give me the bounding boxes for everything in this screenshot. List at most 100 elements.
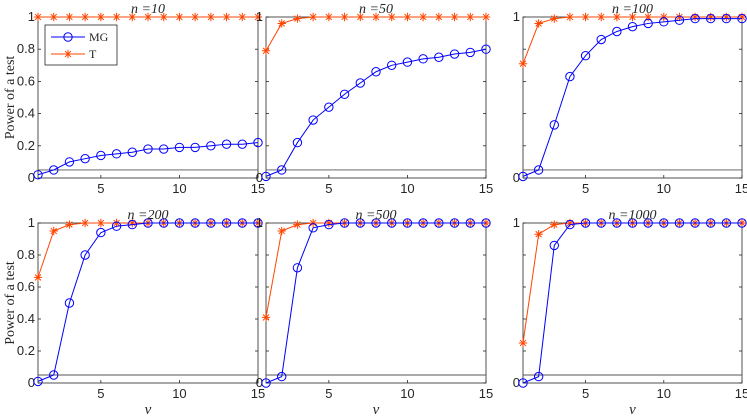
data-point-t: [324, 218, 334, 228]
y-axis-label: Power of a test: [3, 56, 18, 140]
data-point-t: [49, 226, 58, 236]
data-point-mg: [518, 171, 528, 182]
data-point-mg: [261, 378, 271, 388]
y-tick-label: 0.8: [17, 247, 35, 262]
series-line-mg: [522, 222, 742, 384]
y-tick-label: 0: [256, 170, 263, 185]
panel-title: n =1000: [609, 208, 657, 223]
data-point-t: [277, 19, 286, 28]
x-tick-label: 10: [657, 181, 671, 196]
legend-box: [44, 24, 118, 66]
data-point-mg: [533, 165, 544, 175]
data-point-mg: [737, 13, 747, 24]
data-point-t: [481, 12, 491, 22]
y-tick-label: 0.8: [17, 41, 35, 56]
y-tick-label: 0.6: [17, 279, 35, 294]
data-point-t: [308, 12, 318, 22]
data-point-mg: [659, 17, 669, 27]
legend: MG T: [44, 24, 118, 66]
data-point-t: [324, 12, 334, 22]
data-point-mg: [206, 141, 216, 151]
y-tick-label: 0.4: [17, 106, 35, 121]
panel-title: n =10: [131, 2, 165, 17]
data-point-mg: [418, 54, 428, 64]
data-point-mg: [565, 219, 575, 230]
data-point-mg: [355, 218, 365, 228]
y-tick-label: 1: [256, 215, 263, 230]
data-point-mg: [690, 218, 700, 228]
data-point-mg: [465, 218, 475, 228]
data-point-t: [128, 12, 137, 22]
x-tick-label: 5: [97, 386, 104, 401]
data-point-t: [222, 12, 231, 22]
panel-3: 015 10 15n =100: [513, 2, 747, 196]
data-point-mg: [221, 218, 232, 228]
data-point-mg: [292, 263, 303, 273]
legend-marker-circle: [63, 32, 73, 42]
data-point-mg: [721, 13, 732, 24]
data-point-mg: [324, 102, 334, 112]
data-point-mg: [33, 376, 43, 387]
data-point-t: [722, 12, 731, 22]
y-tick-label: 0: [513, 170, 520, 185]
data-point-mg: [221, 139, 232, 149]
data-point-t: [33, 273, 43, 282]
data-point-t: [143, 12, 153, 22]
data-point-t: [581, 12, 590, 22]
data-point-mg: [49, 165, 59, 175]
data-point-t: [96, 12, 106, 22]
y-tick-label: 1: [28, 9, 35, 24]
data-point-mg: [612, 26, 622, 37]
data-point-t: [550, 220, 559, 229]
data-point-t: [643, 12, 653, 22]
x-tick-label: 5: [97, 181, 104, 196]
data-point-mg: [143, 218, 153, 228]
data-point-mg: [533, 371, 544, 382]
y-tick-label: 0: [256, 375, 263, 390]
data-point-t: [65, 220, 74, 229]
data-point-mg: [324, 219, 334, 230]
data-point-t: [628, 12, 637, 22]
data-point-t: [206, 12, 216, 22]
data-point-t: [65, 12, 74, 22]
x-tick-label: 10: [172, 181, 186, 196]
data-point-t: [261, 46, 271, 56]
data-point-mg: [127, 147, 137, 157]
data-point-t: [403, 12, 412, 22]
data-point-t: [737, 12, 747, 22]
data-point-mg: [261, 171, 271, 182]
data-point-t: [190, 12, 200, 22]
data-point-mg: [434, 218, 444, 228]
data-point-mg: [690, 13, 700, 24]
data-point-mg: [371, 67, 381, 77]
x-axis-label: ν: [629, 402, 636, 417]
data-point-mg: [580, 218, 591, 228]
data-point-mg: [33, 170, 43, 180]
data-point-mg: [434, 52, 444, 62]
plot-area: [265, 222, 487, 384]
y-tick-label: 0.6: [17, 73, 35, 88]
data-point-mg: [159, 218, 169, 228]
x-tick-label: 10: [657, 386, 671, 401]
x-tick-label: 10: [400, 386, 414, 401]
data-point-mg: [174, 218, 185, 228]
data-point-mg: [706, 13, 716, 24]
x-tick-label: 15: [479, 386, 493, 401]
data-point-t: [371, 12, 381, 22]
data-point-t: [434, 12, 444, 22]
data-point-t: [565, 12, 575, 22]
y-tick-label: 0.2: [17, 138, 35, 153]
data-point-mg: [80, 153, 90, 164]
data-point-t: [550, 14, 559, 23]
y-tick-label: 1: [28, 215, 35, 230]
data-point-t: [261, 313, 271, 322]
x-tick-label: 10: [400, 181, 414, 196]
data-point-t: [565, 218, 575, 228]
x-tick-label: 15: [479, 181, 493, 196]
data-point-mg: [190, 142, 200, 153]
y-tick-label: 0.4: [17, 311, 35, 326]
data-point-t: [534, 230, 543, 239]
data-point-mg: [355, 78, 365, 88]
plot-area: [522, 222, 743, 384]
